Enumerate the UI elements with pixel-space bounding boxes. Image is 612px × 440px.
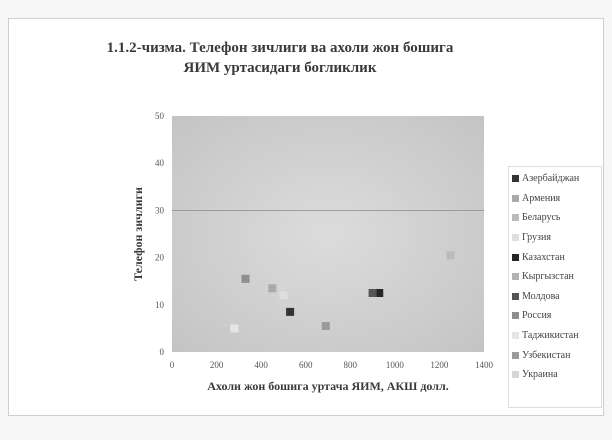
legend-item: Кыргызстан <box>512 267 598 287</box>
legend-swatch <box>512 312 519 320</box>
y-tick-label: 50 <box>155 111 165 121</box>
data-point-series-1 <box>268 284 277 293</box>
legend-item: Грузия <box>512 228 598 248</box>
legend-item: Украина <box>512 365 598 385</box>
legend-swatch <box>512 292 519 300</box>
legend-swatch <box>512 194 519 202</box>
legend-swatch <box>512 214 519 222</box>
legend-swatch <box>512 332 519 340</box>
legend-label: Таджикистан <box>522 330 579 342</box>
y-tick-label: 0 <box>160 347 165 357</box>
y-tick-label: 20 <box>155 253 165 263</box>
data-point-series-4 <box>375 289 384 297</box>
legend-label: Украина <box>522 369 558 381</box>
x-tick-label: 800 <box>344 360 358 370</box>
y-axis-title: Телефон зичлиги <box>131 187 145 281</box>
x-tick-label: 0 <box>170 360 175 370</box>
legend-swatch <box>512 273 519 281</box>
legend-item: Азербайджан <box>512 169 598 189</box>
y-tick-label: 40 <box>155 158 165 168</box>
legend-item: Казахстан <box>512 247 598 267</box>
legend-label: Армения <box>522 192 561 204</box>
legend-label: Кыргызстан <box>522 271 574 283</box>
x-tick-label: 600 <box>299 360 313 370</box>
legend-label: Грузия <box>522 232 551 244</box>
data-point-series-2 <box>446 251 455 260</box>
x-tick-label: 1200 <box>430 360 449 370</box>
data-point-series-9 <box>321 322 330 331</box>
legend-swatch <box>512 234 519 242</box>
legend-item: Таджикистан <box>512 326 598 346</box>
legend-swatch <box>512 371 519 379</box>
plot-area <box>172 116 484 352</box>
data-point-series-0 <box>286 307 295 316</box>
legend-label: Молдова <box>522 290 560 302</box>
legend-label: Казахстан <box>522 251 565 263</box>
x-axis-title: Ахоли жон бошига уртача ЯИМ, АКШ долл. <box>207 379 448 393</box>
legend-label: Беларусь <box>522 212 561 224</box>
legend-label: Россия <box>522 310 552 322</box>
x-tick-label: 1400 <box>475 360 494 370</box>
chart-title-line-1: 1.1.2-чизма. Телефон зичлиги ва ахоли жо… <box>106 40 454 56</box>
legend-label: Азербайджан <box>522 173 580 185</box>
legend-swatch <box>512 351 519 359</box>
legend-label: Узбекистан <box>522 349 571 361</box>
legend-swatch <box>512 253 519 261</box>
data-point-series-10 <box>279 281 288 290</box>
chart-title-line-2: ЯИМ уртасидаги богликлик <box>183 60 377 76</box>
y-tick-label: 30 <box>155 205 165 215</box>
legend-item: Армения <box>512 189 598 209</box>
legend-item: Узбекистан <box>512 345 598 365</box>
x-tick-label: 200 <box>210 360 224 370</box>
data-point-series-3 <box>279 291 288 300</box>
data-point-series-8 <box>230 324 239 333</box>
data-point-series-6 <box>368 289 377 297</box>
x-tick-label: 1000 <box>386 360 405 370</box>
data-point-series-7 <box>241 274 250 283</box>
legend-swatch <box>512 175 519 183</box>
legend-item: Беларусь <box>512 208 598 228</box>
x-tick-label: 400 <box>254 360 268 370</box>
chart-title: 1.1.2-чизма. Телефон зичлиги ва ахоли жо… <box>60 38 500 78</box>
chart-legend: Азербайджан Армения Беларусь Грузия Казахста… <box>508 166 602 408</box>
legend-item: Молдова <box>512 287 598 307</box>
legend-item: Россия <box>512 306 598 326</box>
y-tick-label: 10 <box>155 300 165 310</box>
